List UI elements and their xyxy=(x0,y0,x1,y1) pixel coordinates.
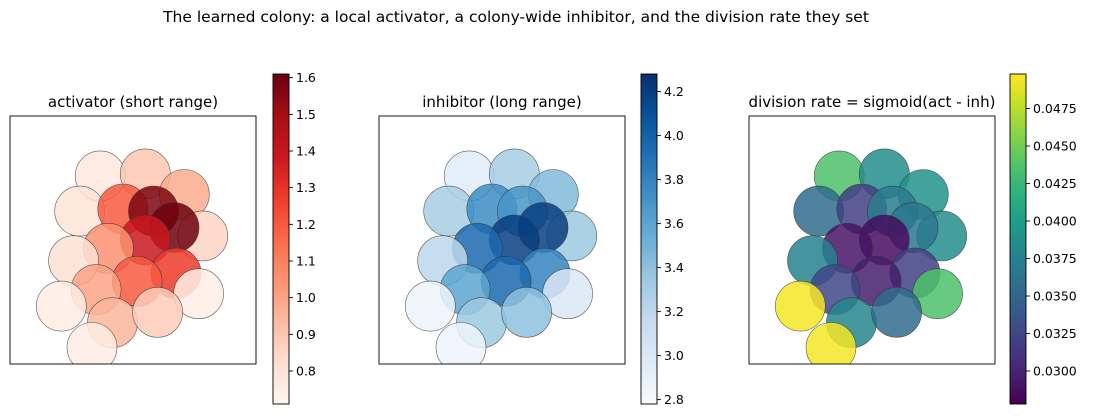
colorbar-tick-label: 0.0425 xyxy=(1033,176,1077,191)
cell-point-18 xyxy=(501,286,552,338)
colorbar-tick-label: 0.0475 xyxy=(1033,101,1077,116)
panel-2: inhibitor (long range) 2.8 3.0 3.2 3.4 3.6 3.8… xyxy=(378,73,684,407)
colorbar-tick-label: 3.4 xyxy=(664,260,684,275)
colorbar-tick-label: 4.0 xyxy=(664,128,684,143)
panel-title: division rate = sigmoid(act - inh) xyxy=(749,93,996,111)
cell-point-19 xyxy=(66,322,118,364)
colorbar-tick-label: 0.0400 xyxy=(1033,214,1077,229)
colorbar-tick-label: 0.0350 xyxy=(1033,289,1077,304)
panel-title: activator (short range) xyxy=(48,93,218,111)
data-points xyxy=(35,148,228,364)
figure-suptitle: The learned colony: a local activator, a… xyxy=(162,8,869,26)
colorbar-tick-label: 1.2 xyxy=(296,217,316,232)
colorbar-frame xyxy=(640,73,658,405)
cell-point-19 xyxy=(435,322,487,364)
cell-point-16 xyxy=(404,280,456,332)
colorbar-tick-label: 0.0450 xyxy=(1033,139,1077,154)
cell-point-16 xyxy=(774,280,826,332)
colorbar-tick-label: 1.4 xyxy=(296,144,316,159)
cell-point-16 xyxy=(35,280,87,332)
panel-3: division rate = sigmoid(act - inh) 0.0300… xyxy=(748,73,1077,405)
panel-title: inhibitor (long range) xyxy=(422,93,582,111)
colorbar-tick-label: 3.6 xyxy=(664,216,684,231)
axes-frame xyxy=(748,115,996,365)
panel-1: activator (short range) 0.8 0.9 1.0 1.1 1.2 1.… xyxy=(9,70,316,405)
axes-frame xyxy=(378,115,626,365)
colorbar-tick-label: 1.5 xyxy=(296,107,316,122)
colorbar-frame xyxy=(1009,73,1027,405)
colorbar-tick-label: 4.2 xyxy=(664,84,684,99)
colorbar-tick-label: 0.0300 xyxy=(1033,364,1077,379)
colorbar-tick-label: 0.0325 xyxy=(1033,326,1077,341)
cell-point-18 xyxy=(871,286,922,338)
data-points xyxy=(774,148,968,364)
cell-point-19 xyxy=(805,322,857,364)
colorbar-tick-label: 1.0 xyxy=(296,290,316,305)
axes-frame xyxy=(9,115,257,365)
data-points xyxy=(404,148,598,364)
colorbar-tick-label: 2.8 xyxy=(664,392,684,407)
colorbar xyxy=(273,74,289,404)
colorbar-tick-label: 1.1 xyxy=(296,254,316,269)
colorbar xyxy=(1010,74,1026,404)
colorbar xyxy=(641,74,657,404)
colorbar-tick-label: 3.0 xyxy=(664,348,684,363)
colorbar-tick-label: 3.8 xyxy=(664,172,684,187)
colorbar-tick-label: 1.3 xyxy=(296,180,316,195)
colorbar-tick-label: 0.9 xyxy=(296,327,316,342)
colorbar-frame xyxy=(272,73,290,405)
colorbar-tick-label: 0.0375 xyxy=(1033,251,1077,266)
colorbar-tick-label: 3.2 xyxy=(664,304,684,319)
cell-point-18 xyxy=(132,286,183,338)
colorbar-tick-label: 1.6 xyxy=(296,70,316,85)
colorbar-tick-label: 0.8 xyxy=(296,364,316,379)
